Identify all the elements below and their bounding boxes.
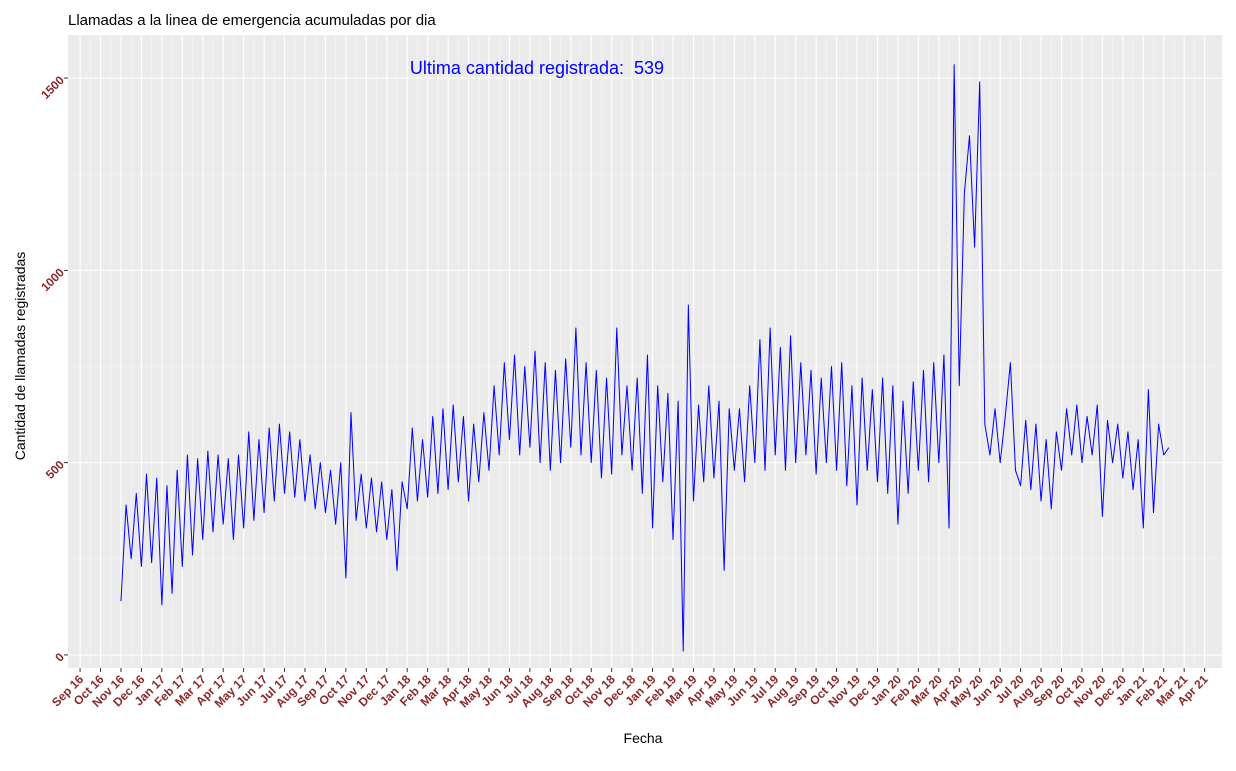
annotation: Ultima cantidad registrada: 539 <box>410 58 664 78</box>
y-tick-label: 500 <box>43 457 67 481</box>
marks <box>120 64 1170 652</box>
data-line <box>120 64 1170 652</box>
annotation-text: Ultima cantidad registrada: <box>410 58 624 78</box>
y-axis-label: Cantidad de llamadas registradas <box>12 252 28 461</box>
y-tick-label: 1000 <box>38 265 67 294</box>
y-tick-label: 1500 <box>38 73 67 102</box>
plot-background <box>68 35 1222 668</box>
chart-title: Llamadas a la linea de emergencia acumul… <box>68 12 436 29</box>
annotation-value: 539 <box>634 58 664 78</box>
y-tick-label: 0 <box>52 650 67 665</box>
x-axis-label: Fecha <box>624 730 663 746</box>
